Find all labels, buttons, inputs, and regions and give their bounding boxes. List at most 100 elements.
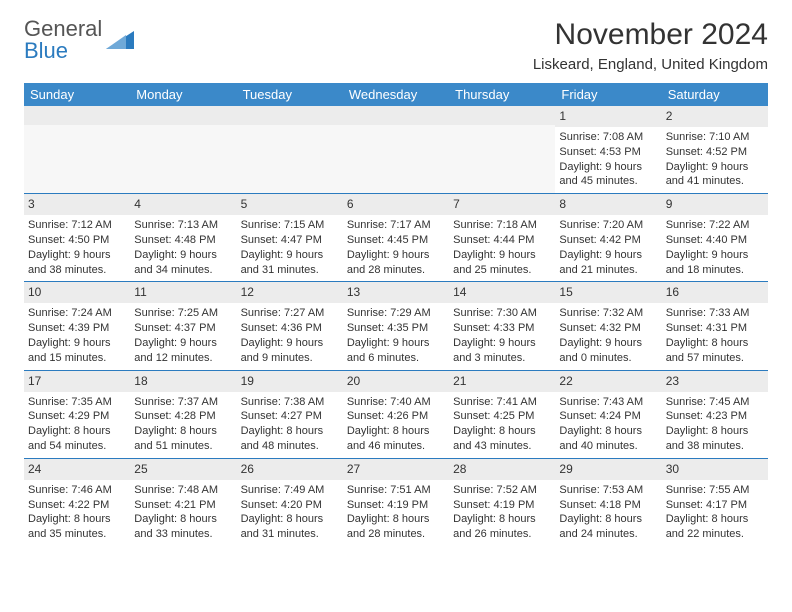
day-number: 2 [666, 109, 673, 123]
day-detail: Daylight: 8 hours [28, 512, 126, 527]
day-num-row: 21 [449, 371, 555, 392]
weekday-header: Sunday [24, 83, 130, 106]
day-detail: Sunset: 4:19 PM [347, 498, 445, 513]
logo-text-2: Blue [24, 38, 68, 63]
day-detail: and 21 minutes. [559, 263, 657, 278]
day-detail: Daylight: 8 hours [347, 424, 445, 439]
day-detail: Sunset: 4:26 PM [347, 409, 445, 424]
day-num-row [449, 106, 555, 125]
location: Liskeard, England, United Kingdom [533, 56, 768, 73]
day-detail: and 45 minutes. [559, 174, 657, 189]
day-detail: Sunset: 4:22 PM [28, 498, 126, 513]
day-cell: 14Sunrise: 7:30 AMSunset: 4:33 PMDayligh… [449, 282, 555, 369]
day-detail: Daylight: 8 hours [453, 424, 551, 439]
week-row: 3Sunrise: 7:12 AMSunset: 4:50 PMDaylight… [24, 193, 768, 281]
day-number: 17 [28, 374, 41, 388]
day-number: 23 [666, 374, 679, 388]
day-number: 11 [134, 285, 146, 299]
day-detail: Sunrise: 7:32 AM [559, 306, 657, 321]
day-number: 10 [28, 285, 41, 299]
day-detail: Daylight: 8 hours [241, 424, 339, 439]
day-number: 18 [134, 374, 147, 388]
day-detail: Daylight: 8 hours [666, 424, 764, 439]
day-detail: and 54 minutes. [28, 439, 126, 454]
weekday-header: Friday [555, 83, 661, 106]
day-detail: Daylight: 9 hours [347, 248, 445, 263]
day-detail: and 22 minutes. [666, 527, 764, 542]
weekday-header: Wednesday [343, 83, 449, 106]
day-number: 25 [134, 462, 147, 476]
day-cell: 9Sunrise: 7:22 AMSunset: 4:40 PMDaylight… [662, 194, 768, 281]
weekday-header: Monday [130, 83, 236, 106]
weekday-header: Tuesday [237, 83, 343, 106]
day-number: 27 [347, 462, 360, 476]
day-detail: Sunset: 4:18 PM [559, 498, 657, 513]
day-num-row [237, 106, 343, 125]
day-number: 1 [559, 109, 566, 123]
day-detail: Daylight: 9 hours [453, 336, 551, 351]
day-num-row: 26 [237, 459, 343, 480]
day-detail: Sunrise: 7:33 AM [666, 306, 764, 321]
day-detail: Sunrise: 7:22 AM [666, 218, 764, 233]
day-detail: Sunset: 4:28 PM [134, 409, 232, 424]
day-detail: Sunrise: 7:41 AM [453, 395, 551, 410]
week-row: 1Sunrise: 7:08 AMSunset: 4:53 PMDaylight… [24, 106, 768, 193]
day-detail: Sunrise: 7:18 AM [453, 218, 551, 233]
day-num-row: 4 [130, 194, 236, 215]
day-num-row: 30 [662, 459, 768, 480]
day-detail: Sunrise: 7:45 AM [666, 395, 764, 410]
day-number: 20 [347, 374, 360, 388]
day-detail: Sunrise: 7:37 AM [134, 395, 232, 410]
day-detail: Sunrise: 7:49 AM [241, 483, 339, 498]
day-detail: and 34 minutes. [134, 263, 232, 278]
day-number: 13 [347, 285, 360, 299]
day-cell: 17Sunrise: 7:35 AMSunset: 4:29 PMDayligh… [24, 371, 130, 458]
day-number: 29 [559, 462, 572, 476]
day-detail: Sunset: 4:36 PM [241, 321, 339, 336]
day-detail: and 38 minutes. [666, 439, 764, 454]
day-detail: Daylight: 8 hours [134, 424, 232, 439]
day-number: 9 [666, 197, 673, 211]
day-detail: Sunset: 4:19 PM [453, 498, 551, 513]
day-cell: 29Sunrise: 7:53 AMSunset: 4:18 PMDayligh… [555, 459, 661, 546]
logo: General Blue [24, 18, 134, 62]
day-detail: Sunrise: 7:43 AM [559, 395, 657, 410]
day-detail: Sunset: 4:50 PM [28, 233, 126, 248]
day-number: 16 [666, 285, 679, 299]
day-number: 28 [453, 462, 466, 476]
day-detail: Daylight: 8 hours [666, 336, 764, 351]
day-detail: Sunrise: 7:51 AM [347, 483, 445, 498]
day-detail: Sunset: 4:52 PM [666, 145, 764, 160]
day-num-row: 14 [449, 282, 555, 303]
day-detail: Sunrise: 7:17 AM [347, 218, 445, 233]
day-detail: Sunrise: 7:53 AM [559, 483, 657, 498]
logo-text: General Blue [24, 18, 102, 62]
day-cell: 24Sunrise: 7:46 AMSunset: 4:22 PMDayligh… [24, 459, 130, 546]
day-detail: Sunset: 4:45 PM [347, 233, 445, 248]
day-cell: 4Sunrise: 7:13 AMSunset: 4:48 PMDaylight… [130, 194, 236, 281]
day-detail: and 31 minutes. [241, 263, 339, 278]
day-num-row: 20 [343, 371, 449, 392]
day-num-row: 27 [343, 459, 449, 480]
day-cell: 18 Sunrise: 7:37 AMSunset: 4:28 PMDayligh… [130, 371, 236, 458]
day-cell: 25Sunrise: 7:48 AMSunset: 4:21 PMDayligh… [130, 459, 236, 546]
day-detail: Daylight: 9 hours [666, 248, 764, 263]
day-detail: and 31 minutes. [241, 527, 339, 542]
day-detail: Daylight: 9 hours [134, 336, 232, 351]
day-detail: Daylight: 8 hours [453, 512, 551, 527]
day-num-row: 16 [662, 282, 768, 303]
day-detail: Sunrise: 7:46 AM [28, 483, 126, 498]
day-detail: Sunrise: 7:20 AM [559, 218, 657, 233]
day-cell: 8Sunrise: 7:20 AMSunset: 4:42 PMDaylight… [555, 194, 661, 281]
day-cell [449, 106, 555, 193]
day-cell: 26Sunrise: 7:49 AMSunset: 4:20 PMDayligh… [237, 459, 343, 546]
month-title: November 2024 [533, 18, 768, 52]
day-detail: and 51 minutes. [134, 439, 232, 454]
day-number: 4 [134, 197, 141, 211]
day-detail: Sunrise: 7:55 AM [666, 483, 764, 498]
day-detail: and 25 minutes. [453, 263, 551, 278]
day-detail: Sunrise: 7:35 AM [28, 395, 126, 410]
day-num-row: 29 [555, 459, 661, 480]
day-cell: 28Sunrise: 7:52 AMSunset: 4:19 PMDayligh… [449, 459, 555, 546]
day-detail: Sunset: 4:25 PM [453, 409, 551, 424]
